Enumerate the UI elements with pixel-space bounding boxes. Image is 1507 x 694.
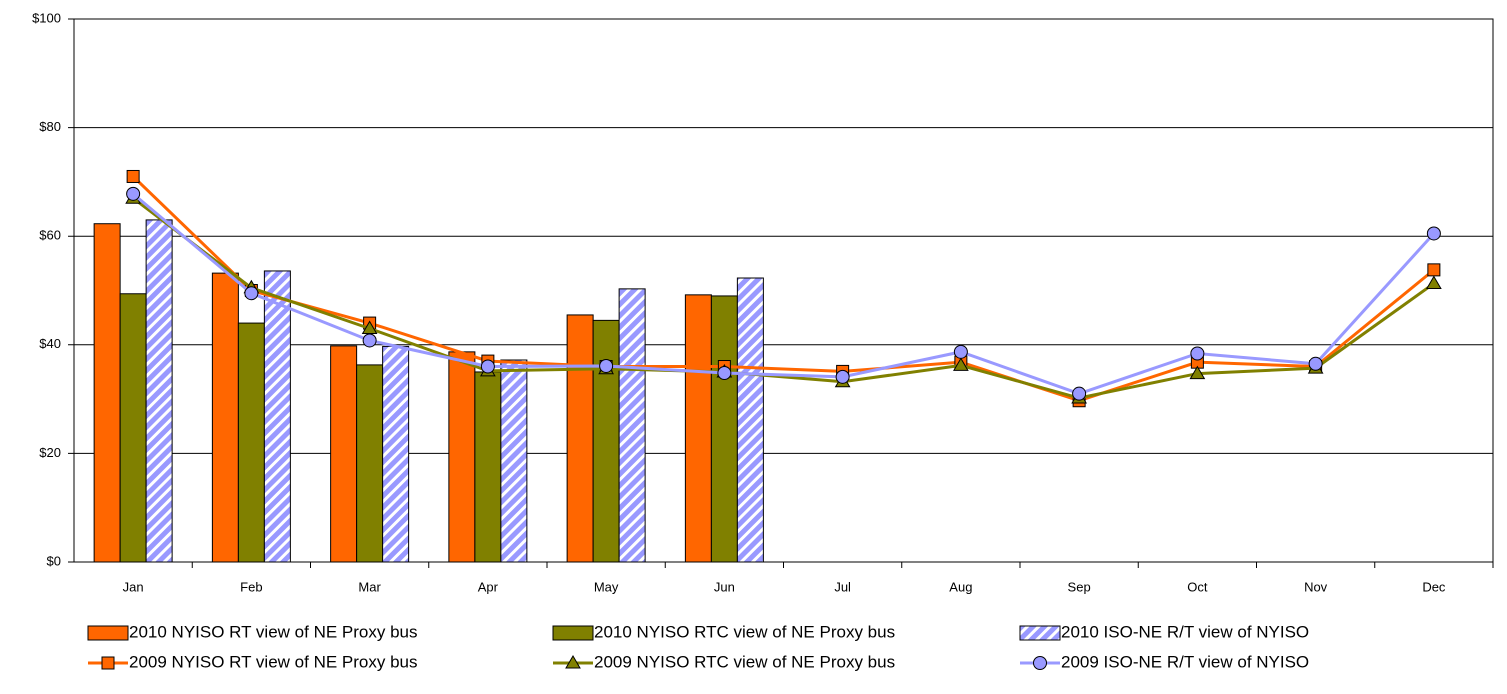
marker [126,169,140,183]
marker [953,357,969,371]
bar [736,277,764,563]
legend-label: 2010 NYISO RT view of NE Proxy bus [129,622,418,641]
bar [618,288,646,563]
y-tick-label: $60 [39,228,61,243]
bar [237,322,265,563]
marker [1308,356,1323,371]
bar [119,293,147,563]
marker [835,369,850,384]
x-tick-label: Nov [1304,579,1328,594]
x-tick-label: Apr [478,579,499,594]
bar [145,219,173,563]
bar [93,223,121,563]
x-tick-label: Dec [1422,579,1446,594]
marker [480,359,495,374]
marker [1190,346,1205,361]
x-tick-label: Jun [714,579,735,594]
bar [330,345,358,563]
line [132,175,1435,403]
x-tick-label: Jan [123,579,144,594]
legend-swatch [1019,625,1061,641]
marker [1426,226,1441,241]
bar [500,359,528,563]
marker [717,366,732,381]
legend-label: 2009 NYISO RT view of NE Proxy bus [129,652,418,671]
x-tick-label: Sep [1068,579,1091,594]
x-tick-label: Aug [949,579,972,594]
x-tick-label: Mar [358,579,381,594]
marker [244,286,259,301]
line [132,196,1435,400]
y-tick-label: $100 [32,10,61,25]
legend-label: 2009 NYISO RTC view of NE Proxy bus [594,652,895,671]
legend-label: 2009 ISO-NE R/T view of NYISO [1061,652,1309,671]
bar [263,270,291,563]
legend-swatch [87,625,129,641]
legend-swatch [552,625,594,641]
line [132,192,1435,396]
legend-marker [565,655,581,669]
bar [474,371,502,563]
bar [356,364,384,563]
bar [592,319,620,563]
marker [1189,365,1206,380]
y-tick-label: $0 [47,553,61,568]
y-tick-label: $80 [39,119,61,134]
marker [1427,263,1441,277]
marker [126,186,141,201]
bar [382,345,410,563]
legend-marker [101,656,115,670]
y-tick-label: $20 [39,445,61,460]
bar [684,294,712,563]
x-tick-label: Oct [1187,579,1208,594]
marker [953,344,968,359]
legend-marker [1033,656,1047,670]
legend-label: 2010 ISO-NE R/T view of NYISO [1061,622,1309,641]
marker [1072,386,1087,401]
x-tick-label: Jul [834,579,851,594]
x-tick-label: Feb [240,579,262,594]
marker [362,333,377,348]
bar [448,351,476,563]
bar [566,314,594,563]
marker [599,358,614,373]
legend-label: 2010 NYISO RTC view of NE Proxy bus [594,622,895,641]
marker [1426,275,1442,289]
bar [211,272,239,563]
bar [710,295,738,563]
y-tick-label: $40 [39,336,61,351]
x-tick-label: May [594,579,619,594]
